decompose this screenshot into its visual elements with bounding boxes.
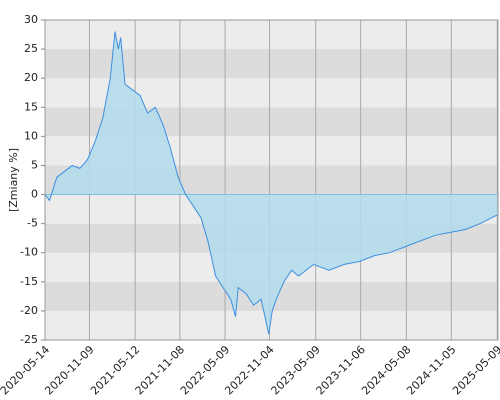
grid-band [45,20,498,50]
y-tick-label: 25 [24,42,38,55]
y-tick-label: 15 [24,100,38,113]
y-tick-label: 20 [24,71,38,84]
y-tick-label: 10 [24,129,38,142]
area-fill [45,31,498,335]
y-axis-label: [Zmiany %] [7,148,20,212]
y-tick-label: 0 [31,188,38,201]
y-tick-label: 30 [24,13,38,26]
line [44,31,498,335]
plot-frame [44,19,499,341]
y-tick-label: -15 [20,275,38,288]
y-tick-label: -5 [27,217,38,230]
x-tick-label: 2025-05-09 [450,343,500,397]
y-tick-label: 5 [31,158,38,171]
y-tick-label: -20 [20,304,38,317]
y-tick-label: -25 [20,333,38,346]
y-tick-label: -10 [20,246,38,259]
